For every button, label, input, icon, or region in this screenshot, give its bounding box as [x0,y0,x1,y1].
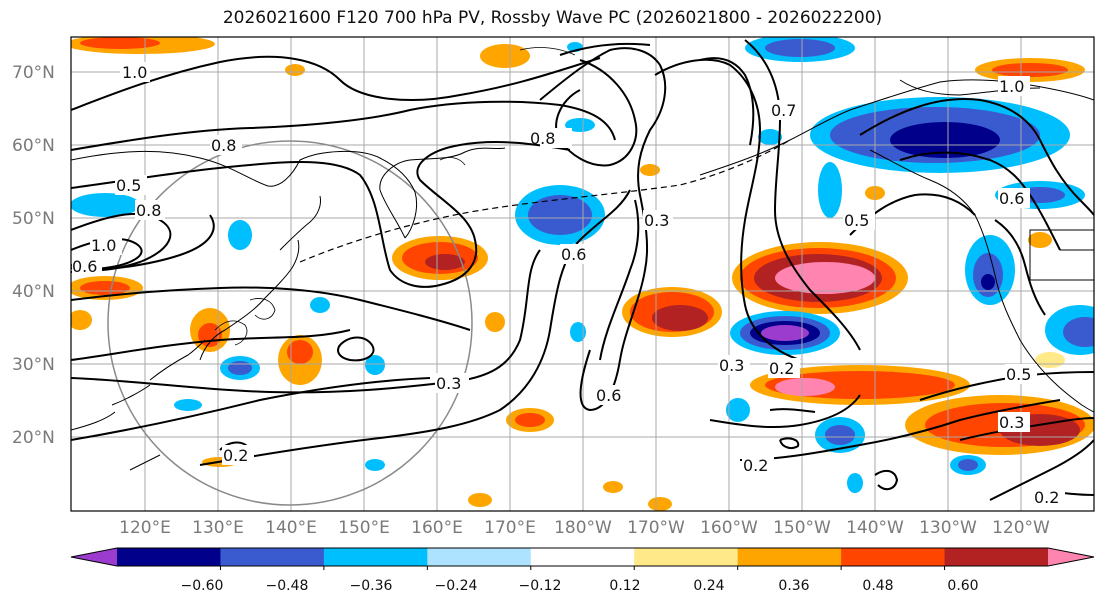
colorbar-extend-max [1048,548,1094,566]
contour-label: 0.5 [1006,365,1031,384]
contour-label: 0.2 [223,446,248,465]
colorbar-segment [323,548,428,566]
lon-label-130e: 130°E [192,518,244,538]
colorbar-tick-label: 0.36 [778,578,809,594]
lat-label-20n: 20°N [12,428,55,448]
lat-label-70n: 70°N [12,63,55,83]
colorbar-tick-label: 0.12 [609,578,640,594]
colorbar-tick-label: 0.24 [693,578,724,594]
colorbar-segment [944,548,1049,566]
contour-label: 0.6 [561,245,586,264]
colorbar-segment [220,548,325,566]
lat-label-30n: 30°N [12,355,55,375]
colorbar-tick-label: −0.24 [435,578,478,594]
lon-label-160w: 160°W [700,518,758,538]
lon-label-150w: 150°W [773,518,831,538]
colorbar-segment [634,548,739,566]
lon-label-180w: 180°W [554,518,612,538]
lat-label-50n: 50°N [12,209,55,229]
colorbar-segment [427,548,532,566]
contour-label: 1.0 [91,236,116,255]
colorbar-segment [841,548,946,566]
lat-label-40n: 40°N [12,282,55,302]
lat-label-60n: 60°N [12,136,55,156]
contour-label: 0.7 [771,101,796,120]
lon-label-120w: 120°W [992,518,1050,538]
contour-label: 0.3 [719,356,744,375]
contour-label: 0.5 [116,176,141,195]
lon-label-150e: 150°E [338,518,390,538]
graticule [71,37,1094,511]
colorbar-tick-label: −0.12 [519,578,562,594]
dateline-boundary [299,139,791,263]
contour-label: 0.3 [644,211,669,230]
reference-circle [107,140,473,506]
lon-label-140w: 140°W [846,518,904,538]
contour-label: 0.2 [1034,488,1059,507]
colorbar-tick-label: −0.48 [266,578,309,594]
land-details [214,47,576,346]
colorbar-segment [737,548,842,566]
contour-label: 0.8 [211,136,236,155]
contour-label: 0.2 [769,359,794,378]
contour-label: 0.3 [999,413,1024,432]
colorbar-tick-label: 0.60 [947,578,978,594]
contour-label: 0.6 [72,257,97,276]
lon-label-170w: 170°W [627,518,685,538]
latitude-labels: 70°N 60°N 50°N 40°N 30°N 20°N [12,63,55,448]
map-title: 2026021600 F120 700 hPa PV, Rossby Wave … [222,8,883,28]
contour-labels: 1.0 0.8 0.5 0.8 1.0 0.6 0.8 0.6 0.3 0.6 … [72,62,1065,507]
contour-label: 1.0 [122,63,147,82]
contour-label: 0.3 [436,374,461,393]
lon-label-120e: 120°E [119,518,171,538]
colorbar-segment [530,548,635,566]
contour-label: 0.6 [596,386,621,405]
contour-label: 0.2 [743,456,768,475]
contour-label: 0.8 [530,129,555,148]
colorbar-labels: −0.60 −0.48 −0.36 −0.24 −0.12 0.12 0.24 … [181,578,979,594]
colorbar-tick-label: −0.60 [181,578,224,594]
colorbar-segment [117,548,221,566]
colorbar-extend-min [71,548,117,566]
contour-label: 0.5 [844,211,869,230]
longitude-labels: 120°E 130°E 140°E 150°E 160°E 170°E 180°… [119,518,1050,538]
lon-label-170e: 170°E [484,518,536,538]
colorbar-outline [70,547,1095,567]
colorbar [70,547,1095,570]
colorbar-tick-label: −0.36 [350,578,393,594]
contour-label: 1.0 [999,77,1024,96]
colorbar-tick-label: 0.48 [862,578,893,594]
contour-label: 0.8 [136,201,161,220]
map-frame [70,36,1095,512]
contour-label: 0.6 [999,189,1024,208]
lon-label-130w: 130°W [919,518,977,538]
lon-label-160e: 160°E [411,518,463,538]
lon-label-140e: 140°E [265,518,317,538]
